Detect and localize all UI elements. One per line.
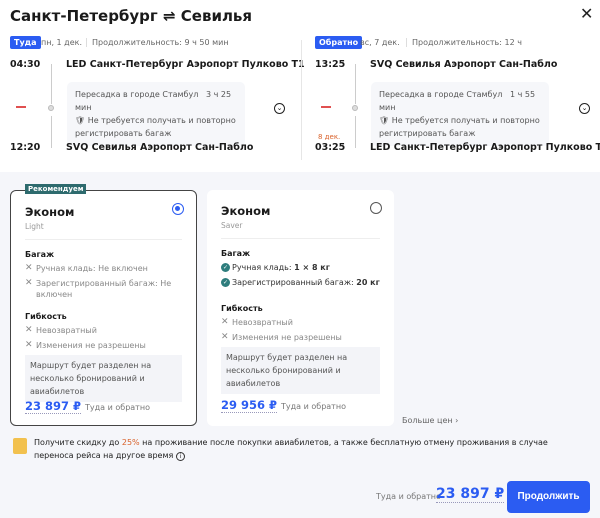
price-label: Туда и обратно <box>281 402 346 411</box>
close-icon[interactable]: ✕ <box>580 4 594 23</box>
outbound-date: пн, 1 дек. <box>41 38 83 47</box>
outbound-badge: Туда <box>10 36 41 49</box>
flex-title: Гибкость <box>221 304 263 313</box>
recommended-badge: Рекомендуем <box>25 184 87 194</box>
outbound-duration: Продолжительность: 9 ч 50 мин <box>86 38 229 47</box>
arr-airport: LED Санкт-Петербург Аэропорт Пулково T1 <box>370 142 600 153</box>
baggage-title: Багаж <box>25 250 55 259</box>
inbound-leg: Обратно вс, 7 дек. Продолжительность: 12… <box>315 36 600 166</box>
flex-item: ✕ Изменения не разрешены <box>221 332 342 342</box>
inbound-date: вс, 7 дек. <box>360 38 400 47</box>
arrival-date-change: 8 дек. <box>318 133 341 141</box>
cross-icon: ✕ <box>221 317 229 327</box>
split-note: Маршрут будет разделен на несколько брон… <box>25 355 182 402</box>
baggage-item: ✕ Зарегистрированный багаж: Не включен <box>25 278 172 299</box>
arr-time: 12:20 <box>10 142 41 153</box>
fare-price[interactable]: 23 897 ₽ <box>25 399 82 414</box>
flight-details: Санкт-Петербург ⇌ Севилья ✕ Туда пн, 1 д… <box>0 0 600 172</box>
split-note: Маршрут будет разделен на несколько брон… <box>221 347 380 394</box>
fare-radio[interactable] <box>172 203 184 215</box>
continue-button[interactable]: Продолжить <box>507 481 590 513</box>
dep-time: 13:25 <box>315 59 346 70</box>
baggage-item: ✕ Ручная кладь: Не включен <box>25 263 148 273</box>
hotel-icon <box>13 438 27 454</box>
promo-text: Получите скидку до 25% на проживание пос… <box>34 438 548 461</box>
cross-icon: ✕ <box>25 263 33 273</box>
cross-icon: ✕ <box>25 278 33 288</box>
airline-logo <box>321 106 331 108</box>
dep-time: 04:30 <box>10 59 41 70</box>
baggage-item: ✓ Ручная кладь: 1 × 8 кг <box>221 263 330 272</box>
fare-name: Эконом <box>25 205 75 219</box>
page-title: Санкт-Петербург ⇌ Севилья <box>10 7 253 25</box>
total-label: Туда и обратно <box>376 492 441 501</box>
info-icon[interactable]: i <box>175 452 185 461</box>
fare-sub: Saver <box>221 221 380 239</box>
more-prices-link[interactable]: Больше цен › <box>402 416 459 425</box>
fare-price[interactable]: 29 956 ₽ <box>221 398 278 413</box>
cross-icon: ✕ <box>221 332 229 342</box>
check-icon: ✓ <box>221 263 230 272</box>
total-price[interactable]: 23 897 ₽ <box>436 486 505 503</box>
stop-icon <box>352 105 358 111</box>
inbound-badge: Обратно <box>315 36 363 49</box>
fare-sub: Light <box>25 222 182 240</box>
price-label: Туда и обратно <box>85 403 150 412</box>
fare-card-saver[interactable]: Эконом Saver Багаж ✓ Ручная кладь: 1 × 8 … <box>207 190 394 426</box>
flex-item: ✕ Невозвратный <box>221 317 293 327</box>
check-icon: ✓ <box>221 278 230 287</box>
transfer-info: Пересадка в городе Стамбул 1 ч 55 мин 🛡 … <box>371 82 549 146</box>
cross-icon: ✕ <box>25 340 33 350</box>
baggage-title: Багаж <box>221 249 251 258</box>
cross-icon: ✕ <box>25 325 33 335</box>
inbound-duration: Продолжительность: 12 ч <box>406 38 522 47</box>
expand-chevron-icon[interactable]: ⌄ <box>274 103 285 114</box>
fare-radio[interactable] <box>370 202 382 214</box>
chevron-right-icon: › <box>455 416 459 425</box>
fare-name: Эконом <box>221 204 271 218</box>
expand-chevron-icon[interactable]: ⌄ <box>579 103 590 114</box>
flex-item: ✕ Невозвратный <box>25 325 97 335</box>
transfer-info: Пересадка в городе Стамбул 3 ч 25 мин 🛡 … <box>67 82 245 146</box>
baggage-item: ✓ Зарегистрированный багаж: 20 кг <box>221 278 380 287</box>
flex-title: Гибкость <box>25 312 67 321</box>
shield-icon: 🛡 <box>379 116 390 125</box>
outbound-leg: Туда пн, 1 дек. Продолжительность: 9 ч 5… <box>10 36 305 166</box>
shield-icon: 🛡 <box>75 116 86 125</box>
flex-item: ✕ Изменения не разрешены <box>25 340 146 350</box>
dep-airport: SVQ Севилья Аэропорт Сан-Пабло <box>370 59 558 70</box>
arr-airport: SVQ Севилья Аэропорт Сан-Пабло <box>66 142 254 153</box>
airline-logo <box>16 106 26 108</box>
stop-icon <box>48 105 54 111</box>
arr-time: 03:25 <box>315 142 346 153</box>
fare-card-light[interactable]: Рекомендуем Эконом Light Багаж ✕ Ручная к… <box>10 184 197 426</box>
dep-airport: LED Санкт-Петербург Аэропорт Пулково T1 <box>66 59 305 70</box>
